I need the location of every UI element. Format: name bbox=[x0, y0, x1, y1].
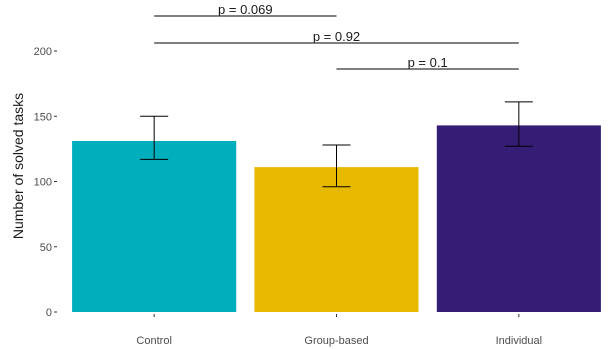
y-tick-label: 200 bbox=[34, 46, 52, 58]
significance-bracket: p = 0.069 bbox=[154, 2, 337, 17]
bar-individual bbox=[436, 125, 601, 313]
y-axis-title: Number of solved tasks bbox=[10, 93, 26, 239]
bar-group-based bbox=[254, 167, 419, 312]
significance-bracket: p = 0.92 bbox=[154, 29, 519, 44]
error-bar-group-based bbox=[322, 144, 351, 188]
y-tick-label: 50 bbox=[40, 242, 52, 254]
p-value-label: p = 0.1 bbox=[408, 55, 448, 70]
x-tick-label: Individual bbox=[496, 335, 542, 347]
bar-control bbox=[72, 141, 237, 312]
x-tick-label: Control bbox=[136, 335, 171, 347]
error-bar-individual bbox=[504, 101, 533, 147]
p-value-label: p = 0.92 bbox=[313, 29, 360, 44]
significance-bracket: p = 0.1 bbox=[336, 55, 519, 70]
y-tick-label: 0 bbox=[46, 307, 52, 319]
x-tick-label: Group-based bbox=[304, 335, 368, 347]
error-bar-control bbox=[140, 115, 169, 160]
y-tick-label: 150 bbox=[34, 111, 52, 123]
p-value-label: p = 0.069 bbox=[218, 2, 273, 17]
y-tick-label: 100 bbox=[34, 177, 52, 189]
